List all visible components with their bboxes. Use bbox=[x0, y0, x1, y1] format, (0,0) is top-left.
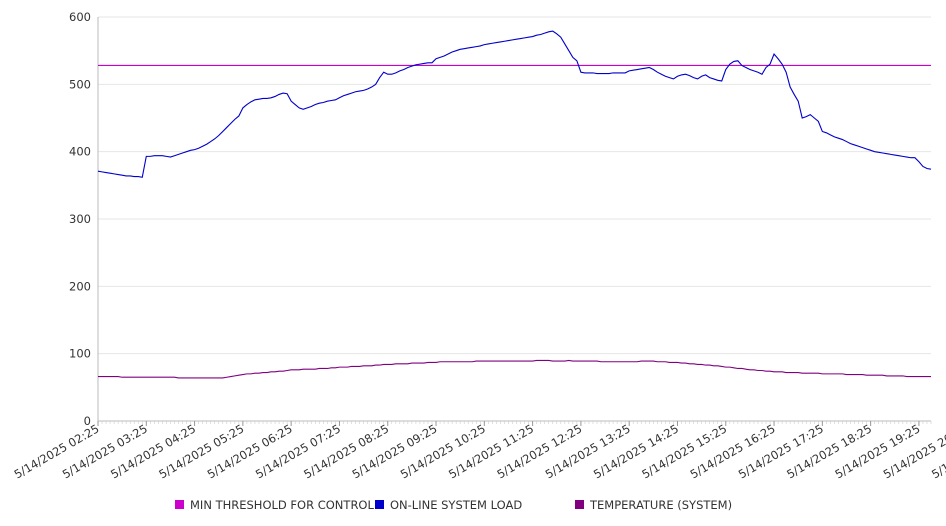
legend-label: TEMPERATURE (SYSTEM) bbox=[589, 498, 732, 512]
x-tick-label: 5/14/2025 10:25 bbox=[398, 421, 488, 481]
x-tick-label: 5/14/2025 12:25 bbox=[494, 421, 584, 481]
x-tick-label: 5/14/2025 04:25 bbox=[108, 421, 198, 481]
x-tick-label: 5/14/2025 19:25 bbox=[832, 421, 922, 481]
series-line-temperature-system bbox=[98, 359, 931, 379]
x-tick-label: 5/14/2025 08:25 bbox=[301, 421, 391, 481]
x-tick-label: 5/14/2025 17:25 bbox=[736, 421, 826, 481]
x-tick-label: 5/14/2025 11:25 bbox=[446, 421, 536, 481]
series-line-on-line-system-load bbox=[97, 30, 932, 178]
y-tick-label: 300 bbox=[69, 212, 91, 226]
x-tick-label: 5/14/2025 07:25 bbox=[253, 421, 343, 481]
legend-swatch bbox=[375, 500, 384, 509]
x-tick-label: 5/14/2025 02:25 bbox=[12, 421, 102, 481]
legend-label: MIN THRESHOLD FOR CONTROL bbox=[190, 498, 374, 512]
grid bbox=[98, 16, 931, 355]
legend-swatch bbox=[175, 500, 184, 509]
y-tick-label: 600 bbox=[69, 10, 91, 24]
x-tick-label: 5/14/2025 16:25 bbox=[688, 421, 778, 481]
y-tick-label: 200 bbox=[69, 279, 91, 293]
x-tick-label: 5/14/2025 06:25 bbox=[205, 421, 295, 481]
x-tick-label: 5/14/2025 14:25 bbox=[591, 421, 681, 481]
y-tick-label: 0 bbox=[84, 414, 91, 428]
y-tick-label: 500 bbox=[69, 77, 91, 91]
x-tick-label: 5/14/2025 09:25 bbox=[350, 421, 440, 481]
legend-swatch bbox=[575, 500, 584, 509]
x-tick-label: 5/14/2025 18:25 bbox=[784, 421, 874, 481]
x-tick-label: 5/14/2025 05:25 bbox=[156, 421, 246, 481]
x-tick-label: 5/14/2025 03:25 bbox=[60, 421, 150, 481]
y-tick-label: 400 bbox=[69, 145, 91, 159]
x-tick-label: 5/14/2025 15:25 bbox=[639, 421, 729, 481]
y-tick-label: 100 bbox=[69, 347, 91, 361]
x-tick-label: 5/14/2025 13:25 bbox=[543, 421, 633, 481]
legend: MIN THRESHOLD FOR CONTROL ON-LINE SYSTEM … bbox=[175, 498, 732, 512]
legend-label: ON-LINE SYSTEM LOAD bbox=[390, 498, 522, 512]
series bbox=[97, 30, 932, 379]
